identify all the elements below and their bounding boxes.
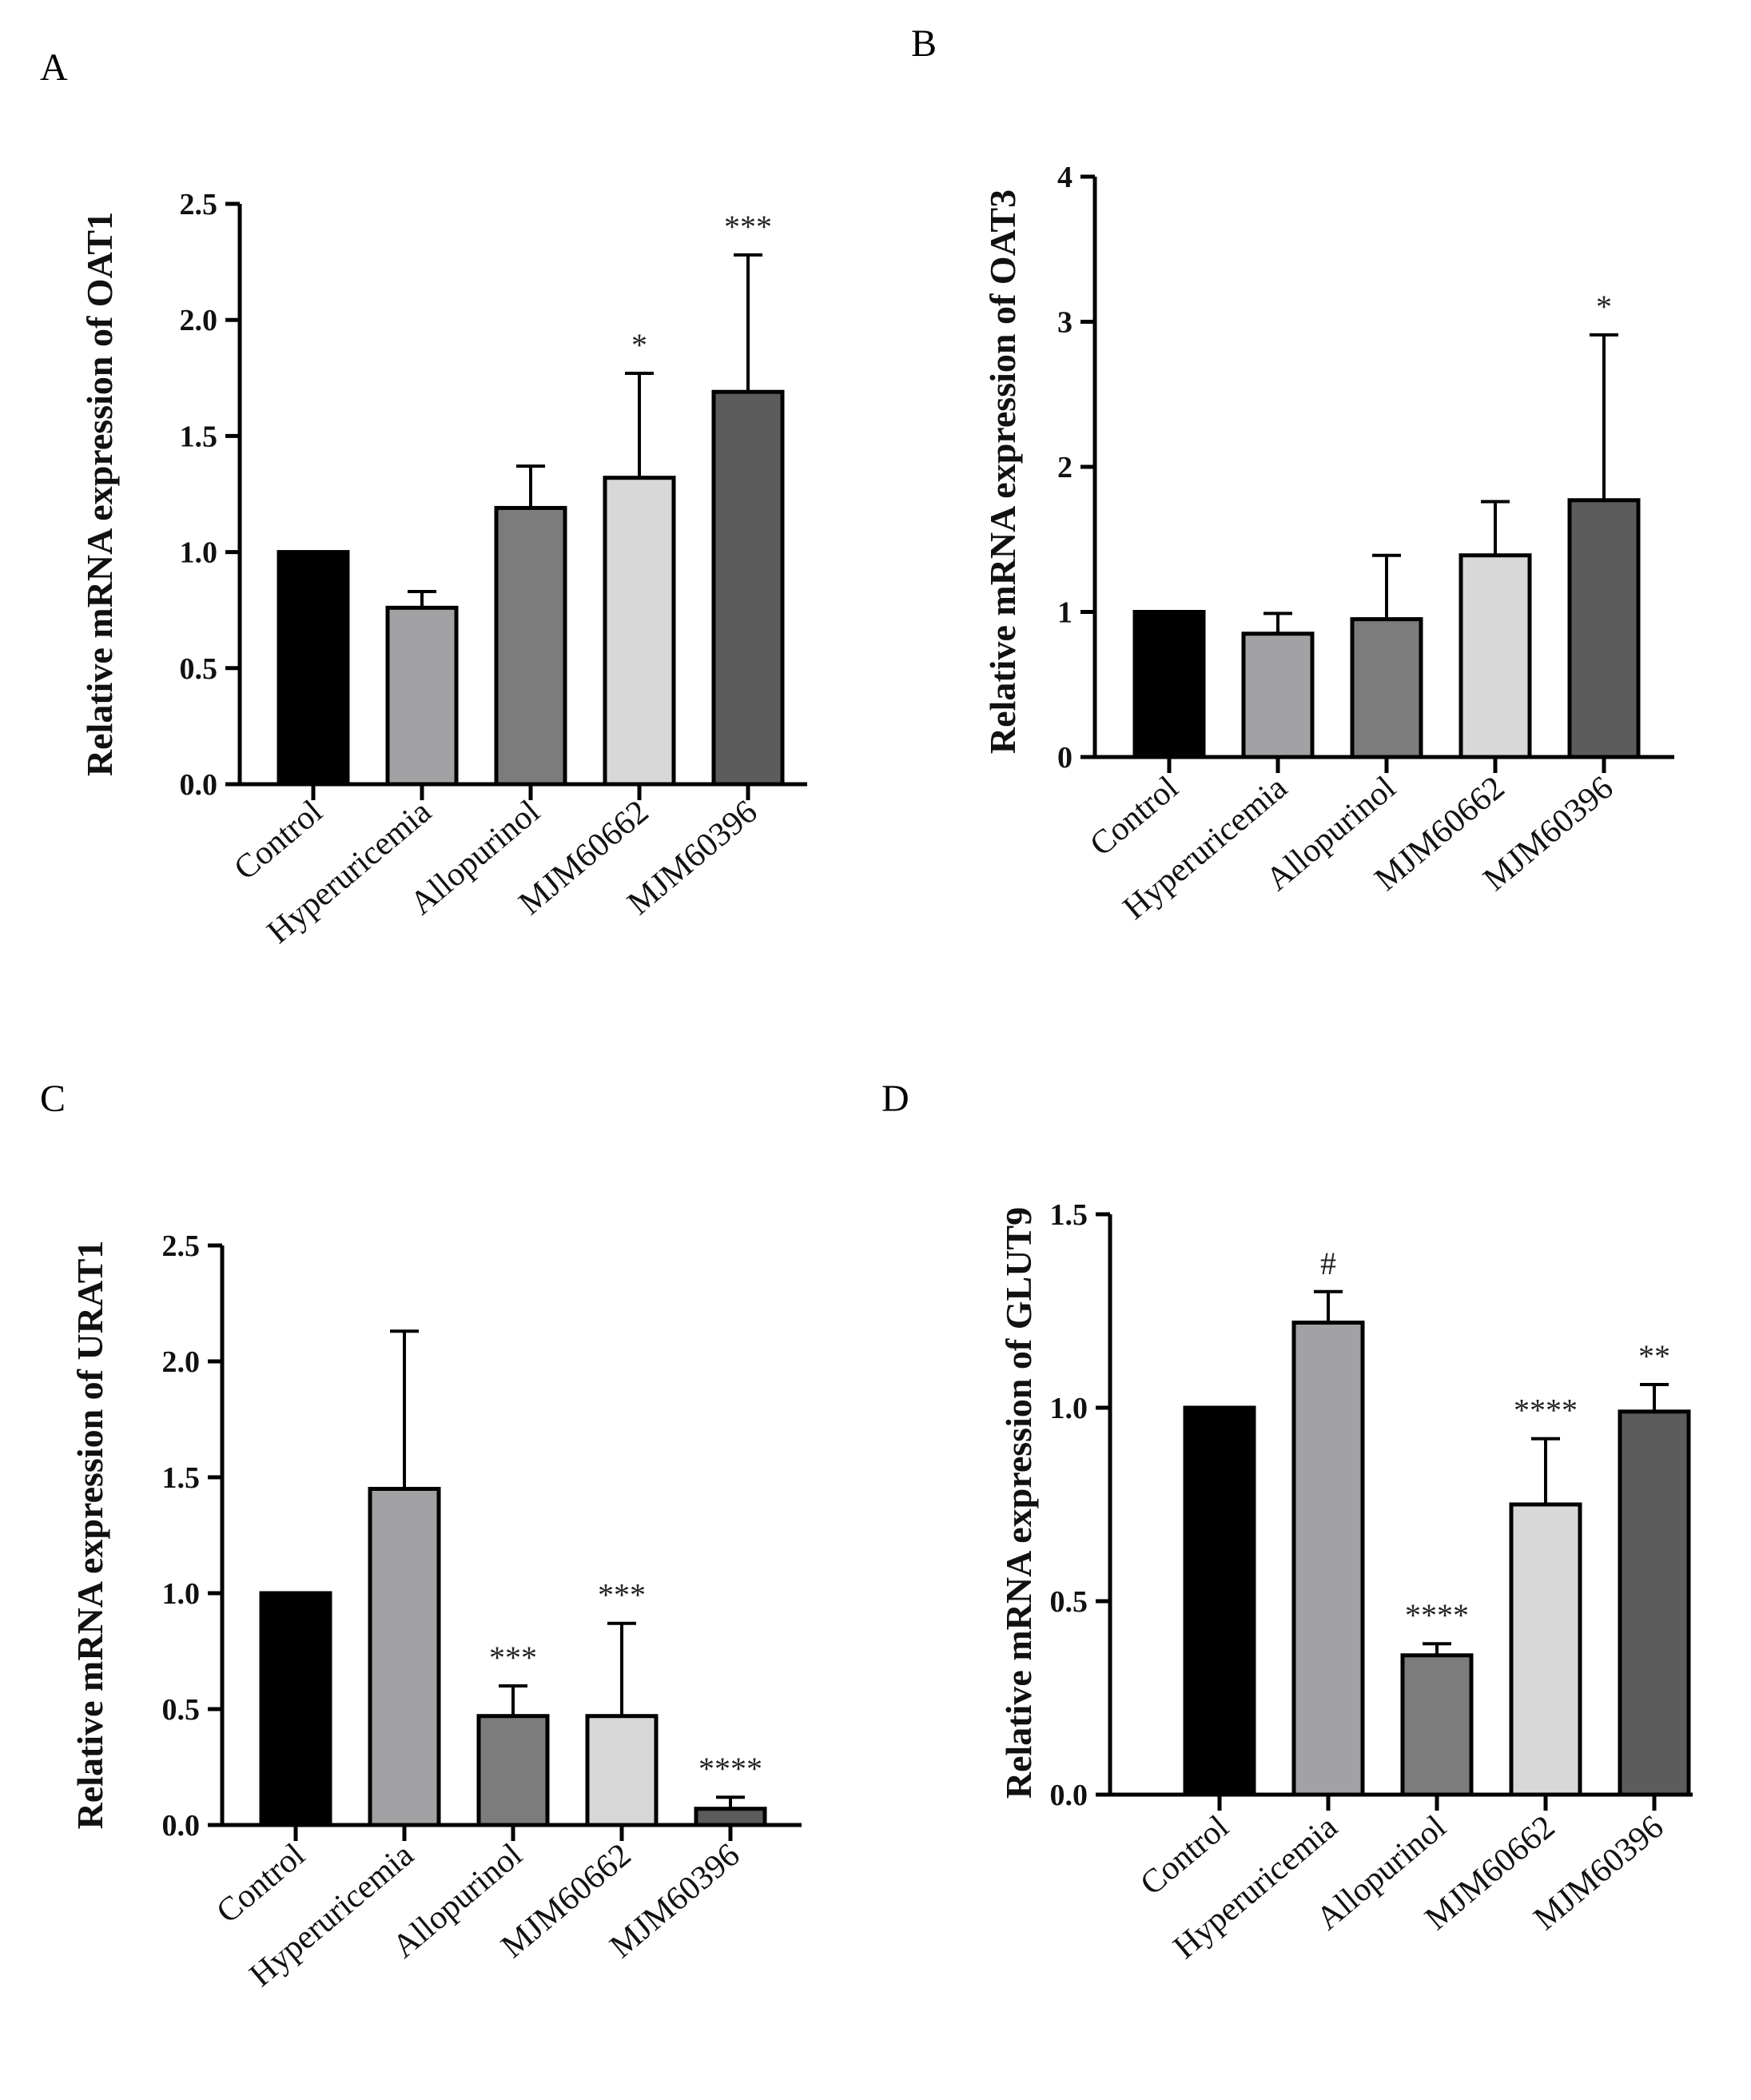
y-tick-label: 1.0	[1050, 1392, 1088, 1425]
bar	[1132, 610, 1206, 759]
bar	[1459, 553, 1532, 759]
y-tick-label: 2.0	[162, 1345, 201, 1379]
significance-label: ****	[1514, 1393, 1578, 1429]
significance-label: *	[631, 327, 647, 363]
bar	[476, 1714, 550, 1827]
y-tick-label: 2.5	[180, 188, 218, 221]
significance-label: #	[1320, 1245, 1336, 1281]
y-axis-label: Relative mRNA expression of OAT1	[79, 212, 120, 776]
bar	[494, 505, 567, 787]
panel-letter: B	[911, 22, 937, 65]
significance-label: ***	[598, 1577, 646, 1613]
y-tick-label: 1	[1057, 596, 1072, 630]
bar	[259, 1591, 332, 1827]
panel-letter: A	[40, 46, 68, 89]
y-tick-label: 1.5	[162, 1461, 201, 1495]
bar	[694, 1807, 767, 1827]
y-tick-label: 3	[1057, 306, 1072, 340]
significance-label: ****	[1405, 1597, 1469, 1633]
bar	[1350, 617, 1423, 759]
y-tick-label: 1.0	[180, 536, 218, 570]
bar	[385, 605, 459, 787]
panel-letter: C	[40, 1078, 66, 1120]
bar	[1241, 632, 1315, 759]
bar	[277, 550, 350, 787]
y-tick-label: 2.0	[180, 304, 218, 337]
significance-label: *	[1596, 289, 1612, 325]
bar	[1567, 498, 1641, 759]
y-tick-label: 4	[1057, 161, 1072, 194]
y-tick-label: 1.5	[180, 420, 218, 453]
y-axis-label: Relative mRNA expression of OAT3	[982, 189, 1023, 754]
bar	[368, 1487, 441, 1827]
bar	[603, 476, 676, 787]
bar	[1618, 1409, 1691, 1797]
y-tick-label: 0.5	[180, 652, 218, 686]
x-tick-label: Control	[1084, 769, 1186, 863]
panel-b: B Relative mRNA expression of OAT3 * 0 1 2 3 4 C…	[911, 22, 1674, 927]
significance-label: ***	[724, 209, 772, 245]
bar	[1509, 1502, 1582, 1797]
bar	[1291, 1321, 1365, 1797]
y-tick-label: 0.5	[1050, 1585, 1088, 1619]
bar	[711, 389, 785, 787]
y-tick-label: 1.0	[162, 1577, 201, 1611]
y-axis-label: Relative mRNA expression of URAT1	[70, 1241, 110, 1830]
y-tick-label: 0.0	[1050, 1779, 1088, 1812]
significance-label: **	[1638, 1338, 1670, 1374]
significance-label: ***	[489, 1640, 537, 1676]
y-axis-label: Relative mRNA expression of GLUT9	[998, 1207, 1039, 1799]
y-tick-label: 0.0	[180, 768, 218, 802]
x-tick-label: Control	[1134, 1808, 1236, 1903]
bar	[1400, 1653, 1474, 1797]
y-tick-label: 0.0	[162, 1809, 201, 1843]
panel-letter: D	[881, 1078, 909, 1120]
y-tick-label: 1.5	[1050, 1198, 1088, 1232]
y-tick-label: 0	[1057, 741, 1072, 775]
significance-label: ****	[698, 1751, 762, 1787]
x-tick-label: Control	[228, 793, 330, 887]
y-tick-label: 0.5	[162, 1693, 201, 1727]
y-tick-label: 2.5	[162, 1229, 201, 1263]
x-tick-label: Control	[210, 1836, 312, 1931]
y-tick-label: 2	[1057, 451, 1072, 484]
bar	[585, 1714, 659, 1827]
bar	[1183, 1405, 1256, 1797]
